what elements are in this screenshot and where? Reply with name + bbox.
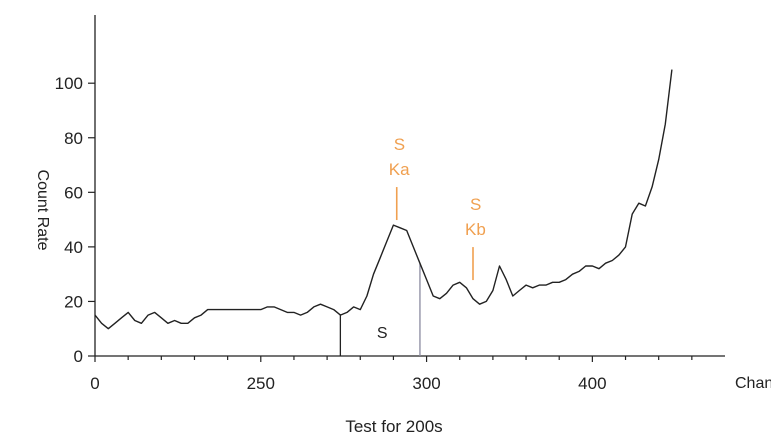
peak-line-label: Ka	[389, 160, 410, 179]
peak-annotation: S Ka	[389, 135, 410, 221]
x-tick-label: 250	[247, 374, 275, 393]
peak-annotation: S Kb	[465, 195, 486, 281]
peak-element-label: S	[394, 135, 405, 154]
peak-line-label: Kb	[465, 220, 486, 239]
peak-element-label: S	[470, 195, 481, 214]
axes	[94, 15, 725, 357]
y-tick-label: 0	[74, 347, 83, 366]
peak-region: S	[339, 263, 421, 356]
axis-ticks: 0 250 300 400 0 20 40 60 80 100	[55, 74, 693, 393]
y-tick-label: 20	[64, 292, 83, 311]
y-tick-label: 100	[55, 74, 83, 93]
x-tick-label: 400	[578, 374, 606, 393]
x-tick-label: 300	[412, 374, 440, 393]
y-tick-label: 40	[64, 238, 83, 257]
peak-annotations: S Ka S Kb	[389, 135, 486, 281]
spectrum-line	[94, 69, 673, 330]
x-tick-label: 0	[90, 374, 99, 393]
y-axis-title: Count Rate	[34, 170, 51, 251]
y-tick-label: 60	[64, 183, 83, 202]
x-axis-title: Channel	[735, 375, 771, 392]
region-label: S	[377, 325, 388, 342]
y-tick-label: 80	[64, 129, 83, 148]
chart-caption: Test for 200s	[345, 417, 442, 436]
